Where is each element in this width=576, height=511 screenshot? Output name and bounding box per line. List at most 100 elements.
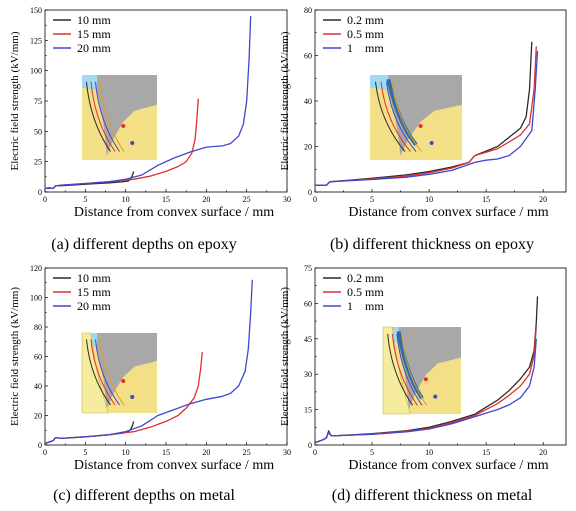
legend-label: 0.5 mm: [347, 285, 384, 299]
legend-label: 15 mm: [77, 27, 111, 41]
x-tick-label: 10: [122, 195, 130, 204]
x-tick-label: 0: [43, 448, 47, 457]
y-tick-label: 0: [308, 441, 312, 450]
y-axis-label: Electric field strength (kV/mm): [9, 287, 21, 426]
inset-field-line: [86, 339, 111, 406]
inset-marker: [130, 141, 135, 145]
legend-label: 1 mm: [347, 299, 384, 313]
y-tick-label: 80: [304, 6, 312, 15]
inset-field-sketch: [81, 332, 157, 414]
inset-marker: [433, 394, 438, 399]
chart-c: 0 5 10 15 20 25 30 0 20 40 60 80 100 120 Distance from…: [9, 264, 291, 473]
inset-marker: [429, 141, 434, 145]
inset-marker: [121, 379, 126, 383]
inset-field-line: [380, 81, 411, 152]
y-tick-label: 150: [30, 6, 42, 15]
y-tick-label: 60: [304, 52, 312, 61]
x-axis-label: Distance from convex surface / mm: [348, 205, 548, 220]
series-line: [314, 338, 537, 444]
y-tick-label: 0: [38, 188, 42, 197]
legend-label: 10 mm: [77, 271, 111, 285]
y-tick-label: 0: [38, 441, 42, 450]
y-tick-label: 25: [34, 158, 42, 167]
inset-field-line: [386, 81, 417, 152]
x-tick-label: 15: [482, 448, 490, 457]
y-tick-label: 20: [34, 412, 42, 421]
x-tick-label: 25: [243, 448, 251, 457]
y-tick-label: 125: [30, 36, 42, 45]
y-tick-label: 60: [304, 299, 312, 308]
x-tick-label: 10: [425, 448, 433, 457]
inset-field-line: [99, 339, 125, 406]
x-tick-label: 5: [83, 195, 87, 204]
x-tick-label: 0: [43, 195, 47, 204]
x-tick-label: 5: [370, 195, 374, 204]
inset-marker: [423, 377, 428, 382]
y-tick-label: 30: [304, 370, 312, 379]
inset-field-line: [375, 81, 406, 152]
inset-field-line: [90, 81, 116, 152]
x-tick-label: 0: [313, 448, 317, 457]
y-tick-label: 50: [34, 127, 42, 136]
inset-field-line: [401, 333, 428, 406]
y-tick-label: 40: [34, 382, 42, 391]
inset-defect-region: [97, 333, 157, 409]
legend-label: 20 mm: [77, 299, 111, 313]
legend-label: 1 mm: [347, 41, 384, 55]
x-tick-label: 20: [202, 195, 210, 204]
legend-label: 0.2 mm: [347, 271, 384, 285]
y-axis-label: Electric field strength (kV/mm): [9, 31, 21, 170]
y-tick-label: 75: [304, 264, 312, 273]
chart-b: 0 5 10 15 20 0 20 40 60 80 Distance from convex su…: [279, 6, 567, 220]
inset-defect-region: [398, 327, 461, 410]
y-tick-label: 100: [30, 67, 42, 76]
y-tick-label: 120: [30, 264, 42, 273]
inset-field-line: [95, 81, 120, 152]
y-tick-label: 100: [30, 294, 42, 303]
series-line: [45, 16, 252, 190]
x-axis-label: Distance from convex surface / mm: [74, 458, 274, 473]
legend-label: 10 mm: [77, 13, 111, 27]
chart-d: 0 5 10 15 20 0 15 30 45 60 75 Distance from convex …: [279, 264, 567, 473]
x-axis-label: Distance from convex surface / mm: [74, 205, 274, 220]
inset-field-line: [95, 339, 120, 406]
x-tick-label: 20: [539, 195, 547, 204]
inset-marker: [130, 395, 135, 399]
y-tick-label: 20: [304, 143, 312, 152]
x-tick-label: 15: [482, 195, 490, 204]
y-tick-label: 0: [308, 188, 312, 197]
inset-field-line: [396, 333, 423, 406]
caption-c: (c) different depths on metal: [53, 487, 235, 504]
series-line: [44, 279, 253, 445]
y-tick-label: 80: [34, 323, 42, 332]
inset-field-line: [99, 81, 125, 152]
caption-a: (a) different depths on epoxy: [51, 236, 237, 253]
x-tick-label: 5: [370, 448, 374, 457]
x-axis-label: Distance from convex surface / mm: [348, 458, 548, 473]
y-axis-label: Electric field strength (kV/mm): [279, 31, 291, 170]
chart-a: 0 5 10 15 20 25 30 0 25 50 75 100 125 150 Distance fro…: [9, 6, 291, 220]
inset-field-sketch: [82, 75, 157, 160]
inset-field-sketch: [370, 75, 462, 160]
inset-defect-region: [388, 75, 462, 156]
x-tick-label: 5: [83, 448, 87, 457]
y-axis-label: Electric field strength (kV/mm): [279, 287, 291, 426]
inset-field-line: [387, 333, 414, 406]
x-tick-label: 10: [425, 195, 433, 204]
legend-label: 0.2 mm: [347, 13, 384, 27]
inset-field-line: [90, 339, 116, 406]
x-tick-label: 20: [539, 448, 547, 457]
legend-label: 15 mm: [77, 285, 111, 299]
legend-label: 0.5 mm: [347, 27, 384, 41]
x-tick-label: 10: [122, 448, 130, 457]
series-line: [314, 296, 539, 444]
x-tick-label: 15: [162, 448, 170, 457]
x-tick-label: 15: [162, 195, 170, 204]
legend-label: 20 mm: [77, 41, 111, 55]
caption-b: (b) different thickness on epoxy: [329, 236, 535, 253]
inset-field-line: [391, 81, 422, 152]
y-tick-label: 15: [304, 406, 312, 415]
inset-field-line: [86, 81, 111, 152]
series-line: [315, 50, 539, 186]
